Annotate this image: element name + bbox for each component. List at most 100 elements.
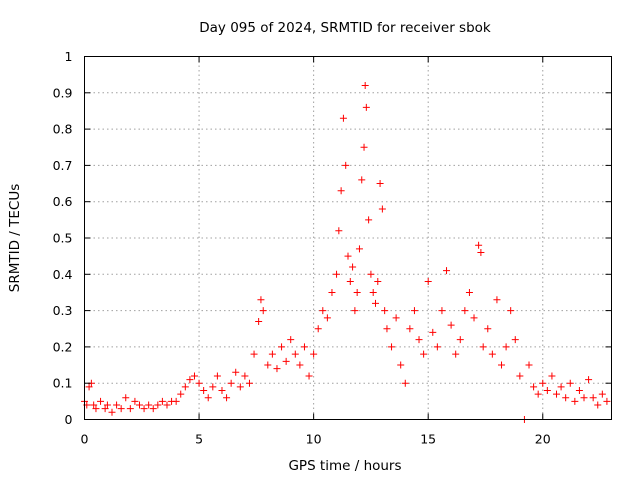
data-point [190, 372, 198, 380]
data-point [438, 307, 446, 315]
chart-title: Day 095 of 2024, SRMTID for receiver sbo… [199, 20, 491, 36]
x-axis-title: GPS time / hours [288, 458, 401, 474]
data-point [580, 394, 588, 402]
data-point [406, 325, 414, 333]
data-point [383, 325, 391, 333]
data-point [433, 343, 441, 351]
y-tick-label: 0.2 [53, 339, 73, 354]
data-point [484, 325, 492, 333]
data-point [310, 350, 318, 358]
data-point [516, 372, 524, 380]
data-point [154, 401, 162, 409]
data-point [401, 379, 409, 387]
data-point [367, 270, 375, 278]
data-point [498, 361, 506, 369]
data-point [296, 361, 304, 369]
data-point [585, 376, 593, 384]
data-point [361, 82, 369, 90]
data-point [287, 336, 295, 344]
data-point [381, 307, 389, 315]
y-axis-title: SRMTID / TECUs [7, 184, 23, 292]
data-point [291, 350, 299, 358]
data-point [149, 405, 157, 413]
data-point [562, 394, 570, 402]
data-point [342, 161, 350, 169]
data-point [339, 114, 347, 122]
data-point [392, 314, 400, 322]
data-point [278, 343, 286, 351]
data-point [268, 350, 276, 358]
y-tick-label: 0.3 [53, 303, 73, 318]
data-point [218, 386, 226, 394]
data-point [456, 336, 464, 344]
data-point [85, 383, 93, 391]
data-point [181, 383, 189, 391]
data-point [227, 379, 235, 387]
data-point [335, 227, 343, 235]
data-point [122, 394, 130, 402]
data-point [452, 350, 460, 358]
data-point [250, 350, 258, 358]
data-point [259, 307, 267, 315]
data-point [273, 365, 281, 373]
data-point [101, 405, 109, 413]
data-point [353, 288, 361, 296]
data-point [397, 361, 405, 369]
data-point [424, 278, 432, 286]
data-point [195, 379, 203, 387]
y-tick-label: 0 [65, 412, 73, 427]
data-point [200, 386, 208, 394]
data-points-layer [81, 82, 611, 423]
data-point [553, 390, 561, 398]
y-tick-label: 0.8 [53, 122, 73, 137]
data-point [443, 267, 451, 275]
data-point [255, 317, 263, 325]
data-point [140, 405, 148, 413]
data-point [177, 390, 185, 398]
data-point [223, 394, 231, 402]
data-point [337, 187, 345, 195]
data-point [410, 307, 418, 315]
data-point [378, 205, 386, 213]
data-point [371, 299, 379, 307]
data-point [360, 143, 368, 151]
data-point [117, 405, 125, 413]
data-point [548, 372, 556, 380]
y-tick-label: 0.7 [53, 158, 73, 173]
data-point [314, 325, 322, 333]
grid-layer [84, 56, 612, 420]
data-point [213, 372, 221, 380]
data-point [470, 314, 478, 322]
data-point [344, 252, 352, 260]
ticks-layer [84, 56, 612, 420]
data-point [358, 176, 366, 184]
data-point [376, 180, 384, 188]
y-tick-label: 1 [65, 49, 73, 64]
data-point [333, 270, 341, 278]
data-point [135, 401, 143, 409]
data-point [488, 350, 496, 358]
data-point [113, 401, 121, 409]
x-tick-label: 20 [535, 432, 551, 447]
data-point [598, 390, 606, 398]
data-point [493, 296, 501, 304]
data-point [447, 321, 455, 329]
data-point [525, 361, 533, 369]
data-point [479, 343, 487, 351]
data-point [566, 379, 574, 387]
data-point [346, 278, 354, 286]
x-tick-label: 10 [306, 432, 322, 447]
data-point [365, 216, 373, 224]
data-point [603, 397, 611, 405]
data-point [534, 390, 542, 398]
x-tick-label: 5 [195, 432, 203, 447]
data-point [557, 383, 565, 391]
data-point [232, 368, 240, 376]
data-point [420, 350, 428, 358]
data-point [90, 401, 98, 409]
data-point [158, 397, 166, 405]
data-point [257, 296, 265, 304]
data-point [209, 383, 217, 391]
data-point [145, 401, 153, 409]
